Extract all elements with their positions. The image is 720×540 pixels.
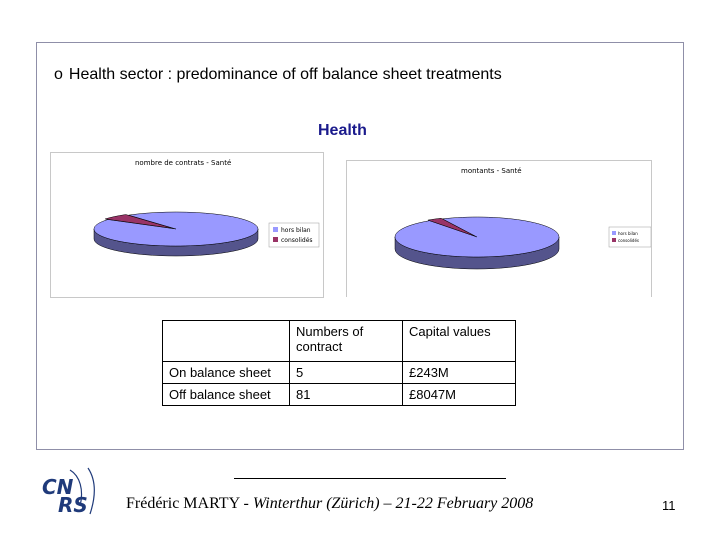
footer-divider — [234, 478, 506, 479]
table-header-row: Numbers of contract Capital values — [162, 320, 516, 362]
footer-event: Winterthur (Zürich) – 21-22 February 200… — [252, 495, 534, 512]
bullet-text: Health sector : predominance of off bala… — [68, 66, 502, 83]
footer-author: Frédéric MARTY - — [126, 495, 253, 512]
table-row: Off balance sheet 81 £8047M — [162, 383, 516, 406]
cnrs-logo-text-top: CN — [42, 475, 74, 499]
cnrs-logo-swoosh — [87, 467, 95, 515]
table-cell: 81 — [289, 383, 403, 406]
chart-legend: hors bilan consolidés — [608, 226, 652, 248]
legend-swatch-hors-bilan — [612, 231, 616, 235]
legend-label: hors bilan — [618, 231, 638, 236]
pie-slice-consolidés — [427, 217, 476, 237]
balance-sheet-table: Numbers of contract Capital values On ba… — [162, 320, 516, 406]
chart-title: montants - Santé — [461, 167, 522, 175]
pie-group — [394, 216, 560, 270]
pie-slice-hors-bilan — [93, 211, 259, 247]
legend-swatch-hors-bilan — [273, 227, 278, 232]
chart-title: nombre de contrats - Santé — [135, 159, 231, 167]
table-cell: 5 — [289, 361, 403, 384]
footer-citation: Frédéric MARTY - Winterthur (Zürich) – 2… — [126, 495, 533, 513]
pie-chart-amount-svg: montants - Santé hors bilan consolidés — [394, 167, 652, 270]
pie-chart-count: nombre de contrats - Santé hors bilan co… — [50, 152, 324, 298]
table-header-cell: Capital values — [402, 320, 516, 362]
table-header-cell — [162, 320, 290, 362]
pie-slice-consolidés — [104, 214, 174, 229]
pie-slice-hors-bilan — [394, 216, 560, 258]
table-header-cell: Numbers of contract — [289, 320, 403, 362]
legend-label: consolidés — [618, 238, 639, 243]
legend-frame — [268, 222, 320, 248]
cnrs-logo-text-bottom: RS — [58, 493, 88, 517]
table-cell: £8047M — [402, 383, 516, 406]
pie-chart-count-svg: nombre de contrats - Santé hors bilan co… — [93, 159, 320, 257]
chart-legend: hors bilan consolidés — [268, 222, 320, 248]
pie-group — [93, 211, 259, 257]
section-title: Health — [318, 122, 367, 139]
bullet-marker: o — [54, 66, 63, 83]
cnrs-logo: CN RS — [42, 467, 95, 517]
page-number: 11 — [662, 498, 676, 513]
legend-swatch-consolides — [612, 238, 616, 242]
pie-chart-amount: montants - Santé hors bilan consolidés — [346, 160, 652, 297]
cnrs-logo-swoosh — [69, 469, 83, 507]
legend-frame — [608, 226, 652, 248]
bullet-point: o Health sector : predominance of off bal… — [54, 66, 502, 84]
legend-swatch-consolides — [273, 237, 278, 242]
table-row: On balance sheet 5 £243M — [162, 361, 516, 384]
table-cell: Off balance sheet — [162, 383, 290, 406]
legend-label: consolidés — [281, 237, 313, 244]
table-cell: £243M — [402, 361, 516, 384]
legend-label: hors bilan — [281, 227, 311, 234]
table-cell: On balance sheet — [162, 361, 290, 384]
